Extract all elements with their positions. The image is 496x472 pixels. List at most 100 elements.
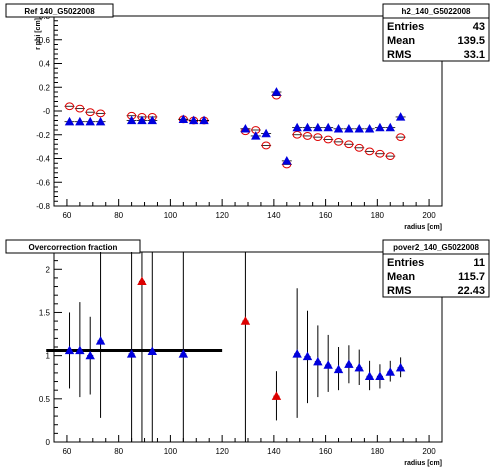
data-point [395,362,406,372]
data-point [85,350,95,360]
x-tick-label: 100 [164,211,178,220]
data-point [240,316,251,325]
data-point [147,115,158,125]
title-box [5,239,141,254]
data-point [271,87,282,96]
y-axis-label: r phi [cm] [35,18,42,50]
data-point [240,123,251,133]
data-point [344,140,354,149]
chart-panel-1: 60 80 100 120 140 160 180 200 radius [cm] -0.8 -0.… [5,3,490,231]
data-point [261,128,271,138]
data-point [85,108,95,117]
y-tick-label: 1.5 [39,308,51,317]
data-point [302,122,313,132]
y-tick-label: 0.6 [39,36,51,45]
data-point [323,360,333,369]
data-point [64,345,75,355]
x-axis-label: radius [cm] [404,224,442,231]
x-tick-label: 100 [164,447,178,456]
data-point [364,123,375,133]
data-point [282,156,292,165]
data-point [354,143,364,152]
y-tick-label: -0.6 [36,178,50,187]
data-point [64,116,75,126]
data-point [137,276,147,286]
stats-name: h2_140_G5022008 [402,7,472,16]
stats-value: 43 [473,21,485,33]
chart-title: Ref 140_G5022008 [24,7,95,16]
data-point [188,115,199,125]
x-tick-label: 140 [267,211,281,220]
data-point [178,349,189,358]
data-point [95,336,106,345]
x-axis-label: radius [cm] [404,460,442,467]
data-point [333,123,344,133]
data-point [385,367,395,376]
data-point [75,116,85,126]
series-2 [64,87,406,165]
y-tick-label: 0.4 [39,60,51,69]
data-point [199,115,209,125]
data-point [323,122,333,132]
y-tick-label: -0.2 [36,131,50,140]
stats-value: 115.7 [458,271,485,283]
x-tick-label: 60 [62,211,71,220]
data-point [65,102,75,111]
data-point [292,130,302,139]
stats-box [382,239,490,298]
data-point [313,133,323,142]
data-point [75,104,85,113]
data-point [313,356,323,366]
data-point [178,114,189,123]
y-tick-label: -0 [43,107,51,116]
data-point [292,122,302,132]
data-point [126,349,137,358]
y-tick-label: -0.4 [36,155,50,164]
data-point [396,133,406,142]
x-tick-label: 140 [267,447,281,456]
data-point [395,112,406,121]
stats-label: RMS [387,285,411,297]
stats-name: pover2_140_G5022008 [393,243,479,252]
data-point [147,346,158,355]
data-point [302,132,312,140]
x-tick-label: 120 [215,447,229,456]
series-2 [137,252,282,442]
data-point [354,362,364,372]
stats-label: RMS [387,49,411,61]
data-point [344,123,354,133]
series-1 [64,91,406,169]
data-point [334,137,344,146]
data-point [271,391,282,400]
data-point [364,371,375,381]
title-box [5,3,114,18]
data-point [375,149,385,158]
data-point [323,135,333,144]
data-point [313,122,323,132]
x-tick-label: 180 [371,211,385,220]
chart-panel-2: 60 80 100 120 140 160 180 200 radius [cm] 0 0.5 1 1.… [5,239,490,467]
stats-label: Entries [387,257,424,269]
x-tick-label: 160 [319,211,333,220]
x-tick-label: 120 [215,211,229,220]
data-point [375,122,385,132]
stats-value: 139.5 [457,35,485,47]
data-point [292,349,302,358]
data-point [137,115,147,125]
y-tick-label: -0.8 [36,202,50,211]
y-tick-label: 2 [46,265,51,274]
chart-title: Overcorrection fraction [29,243,118,252]
x-tick-label: 200 [422,211,436,220]
x-tick-label: 180 [371,447,385,456]
y-tick-label: 0.2 [39,83,51,92]
series-1 [64,252,406,442]
stats-box [382,3,490,62]
data-point [75,345,85,355]
data-point [375,371,385,381]
stats-value: 22.43 [457,285,485,297]
data-point [333,364,344,374]
data-point [385,152,395,161]
data-point [365,147,375,156]
x-tick-label: 60 [62,447,71,456]
